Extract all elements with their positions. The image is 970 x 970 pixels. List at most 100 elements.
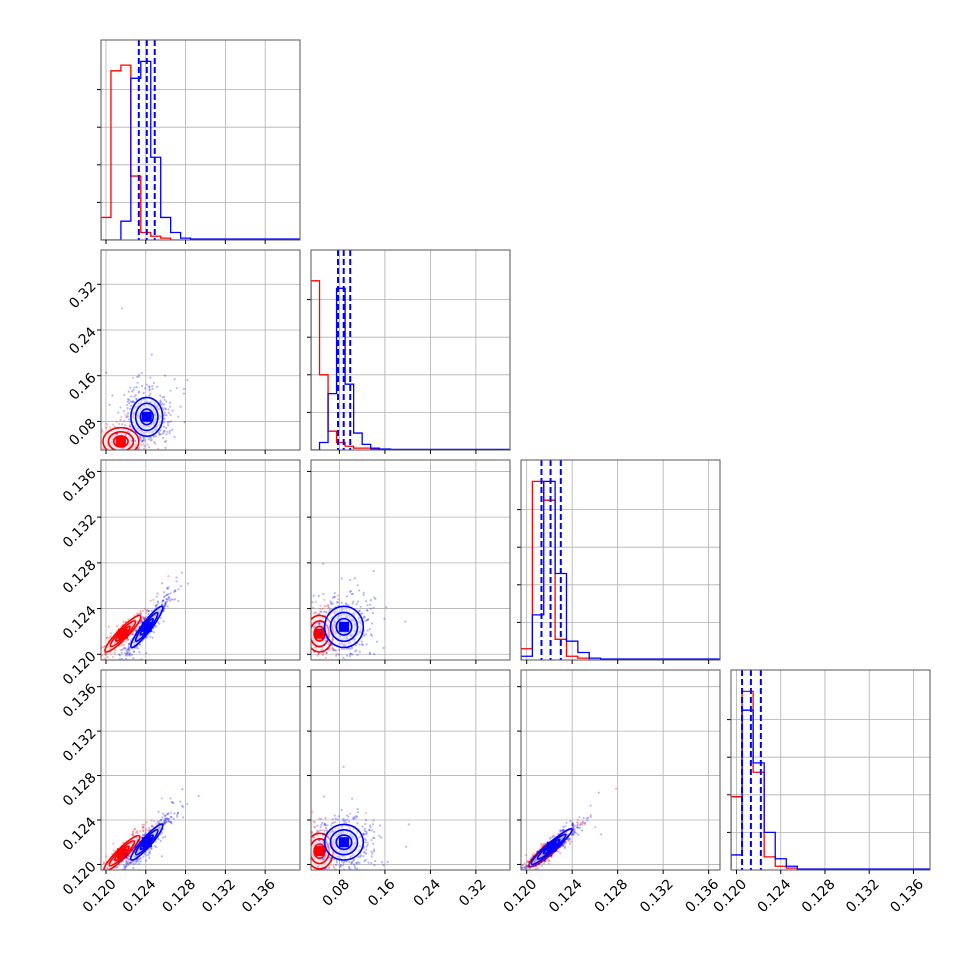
scatter-point-blue <box>157 451 159 453</box>
scatter-point-red <box>103 657 106 660</box>
center-marker-red <box>314 846 325 857</box>
scatter-point-red <box>160 797 163 800</box>
scatter-point-blue <box>125 857 128 860</box>
scatter-point-blue <box>171 428 174 431</box>
scatter-point-blue <box>327 605 330 608</box>
scatter-point-blue <box>134 446 137 449</box>
scatter-point-red <box>519 874 521 876</box>
scatter-point-blue <box>521 873 523 875</box>
scatter-point-blue <box>167 411 170 414</box>
scatter-point-blue <box>124 651 127 655</box>
scatter-point-blue <box>340 808 343 812</box>
scatter-point-blue <box>581 823 584 826</box>
scatter-point-blue <box>142 855 145 858</box>
scatter-point-blue <box>338 648 341 651</box>
scatter-point-blue <box>366 604 369 607</box>
scatter-point-blue <box>359 855 362 858</box>
scatter-point-blue <box>127 854 130 858</box>
scatter-point-blue <box>338 653 341 656</box>
scatter-point-blue <box>144 831 147 834</box>
scatter-point-blue <box>166 812 170 815</box>
scatter-point-blue <box>130 439 134 443</box>
scatter-point-blue <box>357 600 360 603</box>
scatter-point-blue <box>372 606 375 609</box>
scatter-point-blue <box>143 439 146 442</box>
scatter-point-blue <box>323 857 326 860</box>
scatter-point-red <box>149 828 152 831</box>
scatter-point-red <box>524 866 527 869</box>
scatter-point-blue <box>564 841 568 844</box>
scatter-point-blue <box>516 876 518 878</box>
scatter-point-red <box>302 642 304 644</box>
scatter-point-blue <box>125 652 129 655</box>
scatter-point-red <box>307 640 309 642</box>
scatter-point-blue <box>571 822 574 826</box>
scatter-point-red <box>137 612 141 615</box>
scatter-point-red <box>305 656 307 658</box>
scatter-point-blue <box>131 390 134 393</box>
scatter-point-red <box>316 654 319 657</box>
scatter-point-blue <box>113 425 116 429</box>
scatter-point-blue <box>364 818 368 822</box>
scatter-point-blue <box>543 859 546 862</box>
scatter-point-blue <box>129 386 132 389</box>
scatter-point-blue <box>562 829 565 832</box>
x-tick-label-3-4: 0.136 <box>887 876 927 916</box>
scatter-point-blue <box>369 824 372 827</box>
scatter-point-blue <box>148 851 152 855</box>
scatter-point-blue <box>342 861 345 865</box>
scatter-point-blue <box>167 817 171 821</box>
scatter-point-blue <box>142 438 145 441</box>
scatter-point-red <box>501 883 503 885</box>
scatter-point-red <box>149 453 151 455</box>
scatter-point-blue <box>584 821 587 824</box>
scatter-point-red <box>96 439 98 441</box>
scatter-point-blue <box>335 859 338 862</box>
scatter-point-blue <box>163 605 166 608</box>
scatter-point-blue <box>333 649 336 652</box>
scatter-point-red <box>323 662 325 664</box>
scatter-point-blue <box>351 860 354 863</box>
scatter-point-blue <box>370 850 373 853</box>
scatter-point-red <box>314 874 316 876</box>
scatter-point-blue <box>127 863 130 866</box>
scatter-point-red <box>117 454 119 456</box>
scatter-point-red <box>79 895 81 897</box>
scatter-point-red <box>315 876 317 878</box>
scatter-point-red <box>295 874 297 876</box>
scatter-point-red <box>323 598 326 602</box>
scatter-point-red <box>562 844 565 847</box>
scatter-point-blue <box>527 865 530 868</box>
scatter-point-blue <box>154 604 158 607</box>
scatter-point-blue <box>344 819 347 822</box>
scatter-point-blue <box>348 880 350 882</box>
scatter-point-blue <box>348 875 350 877</box>
scatter-point-blue <box>561 843 564 846</box>
scatter-point-blue <box>385 606 388 609</box>
scatter-point-blue <box>144 387 147 390</box>
scatter-point-blue <box>125 860 128 863</box>
scatter-point-red <box>576 821 579 824</box>
scatter-point-red <box>336 594 339 597</box>
scatter-point-red <box>307 849 309 851</box>
scatter-point-red <box>107 455 109 457</box>
scatter-point-blue <box>126 650 129 654</box>
scatter-point-red <box>115 453 117 455</box>
scatter-point-blue <box>148 856 151 859</box>
scatter-point-red <box>304 643 306 645</box>
scatter-point-red <box>311 811 314 814</box>
scatter-point-blue <box>175 386 178 390</box>
scatter-point-blue <box>325 647 329 651</box>
scatter-point-red <box>322 652 325 655</box>
scatter-point-blue <box>135 385 138 389</box>
scatter-point-blue <box>356 861 360 864</box>
y-tick-label-3-3: 0.132 <box>60 725 100 765</box>
scatter-point-blue <box>578 824 581 827</box>
scatter-point-blue <box>147 851 151 854</box>
scatter-point-blue <box>125 654 128 657</box>
scatter-point-red <box>127 642 131 646</box>
scatter-point-red <box>109 632 113 635</box>
scatter-point-blue <box>296 618 298 620</box>
scatter-point-red <box>153 457 155 459</box>
scatter-point-red <box>576 818 580 821</box>
